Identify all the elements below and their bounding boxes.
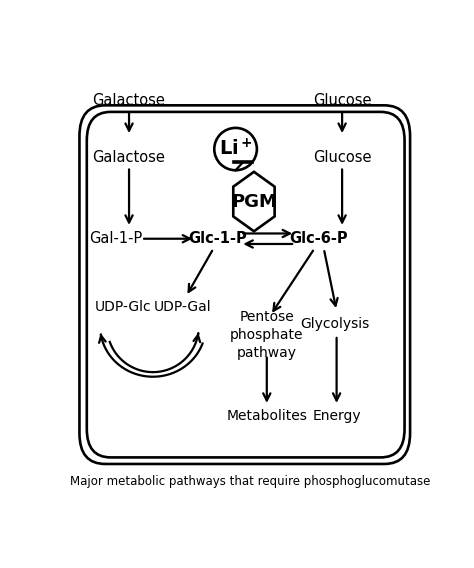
Text: Glycolysis: Glycolysis: [300, 317, 369, 331]
Text: Major metabolic pathways that require phosphoglucomutase: Major metabolic pathways that require ph…: [70, 475, 431, 488]
FancyBboxPatch shape: [80, 105, 410, 464]
Text: PGM: PGM: [231, 193, 277, 211]
Text: Galactose: Galactose: [92, 94, 165, 108]
Text: UDP-Gal: UDP-Gal: [154, 299, 211, 314]
Text: Metabolites: Metabolites: [227, 409, 307, 423]
Ellipse shape: [214, 128, 257, 170]
FancyBboxPatch shape: [87, 112, 405, 457]
Text: Glucose: Glucose: [313, 151, 371, 165]
Text: Galactose: Galactose: [92, 151, 165, 165]
Text: Energy: Energy: [312, 409, 361, 423]
Text: $\mathbf{Li^+}$: $\mathbf{Li^+}$: [219, 139, 253, 160]
Text: Gal-1-P: Gal-1-P: [90, 231, 143, 247]
Text: Glc-6-P: Glc-6-P: [289, 231, 347, 247]
Text: Pentose
phosphate
pathway: Pentose phosphate pathway: [230, 310, 303, 360]
Text: UDP-Glc: UDP-Glc: [95, 299, 152, 314]
Polygon shape: [233, 172, 274, 231]
Text: Glc-1-P: Glc-1-P: [188, 231, 246, 247]
Text: Glucose: Glucose: [313, 94, 371, 108]
